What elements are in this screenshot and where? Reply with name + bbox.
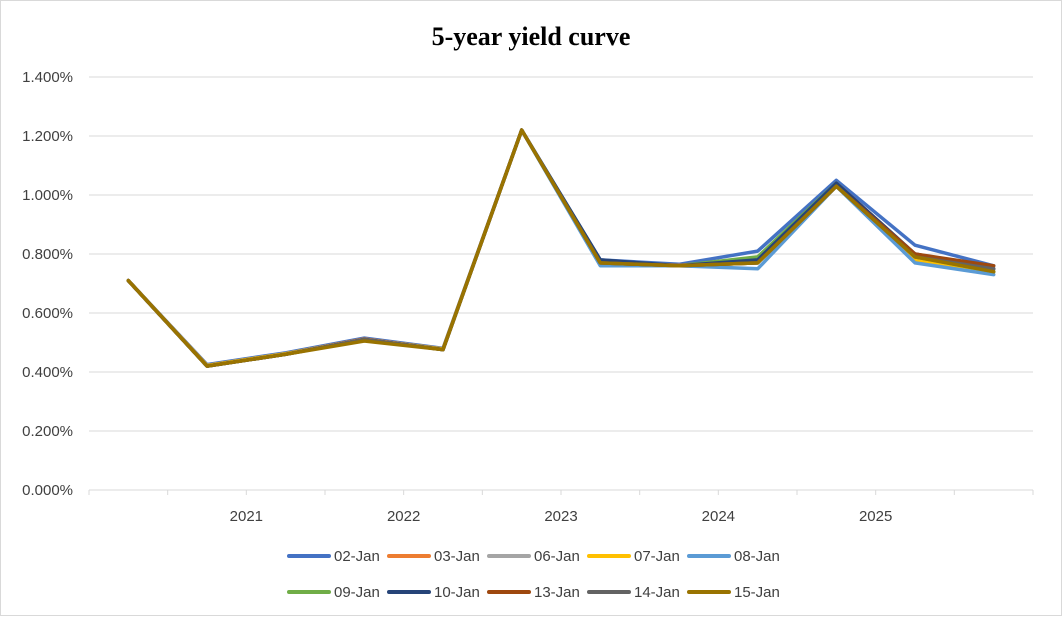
legend-item: 03-Jan [387, 548, 480, 565]
legend-label: 03-Jan [434, 548, 480, 565]
x-tick-label: 2024 [702, 508, 735, 525]
legend-item: 15-Jan [687, 584, 780, 601]
x-tick-label: 2022 [387, 508, 420, 525]
y-axis: 0.000% 0.200% 0.400% 0.600% 0.800% 1.000% 1.20… [22, 69, 73, 499]
series-line [126, 128, 996, 368]
x-axis: 2021 2022 2023 2024 2025 [88, 489, 1034, 525]
legend-item: 02-Jan [287, 548, 380, 565]
legend-label: 06-Jan [534, 548, 580, 565]
y-tick-label: 1.000% [22, 187, 73, 204]
legend: 02-Jan 03-Jan 06-Jan 07-Jan 08-Jan 09-Jan 10-J… [287, 548, 780, 601]
series-line [126, 128, 996, 368]
series-line [126, 128, 996, 367]
y-tick-label: 0.200% [22, 423, 73, 440]
x-tick-label: 2023 [544, 508, 577, 525]
series-line [126, 128, 996, 368]
legend-item: 14-Jan [587, 584, 680, 601]
legend-label: 02-Jan [334, 548, 380, 565]
series-line [126, 128, 996, 368]
chart-title: 5-year yield curve [432, 22, 631, 51]
legend-label: 10-Jan [434, 584, 480, 601]
legend-label: 14-Jan [634, 584, 680, 601]
y-tick-label: 0.000% [22, 482, 73, 499]
gridlines [89, 76, 1033, 432]
legend-item: 09-Jan [287, 584, 380, 601]
series-line [126, 128, 996, 368]
legend-item: 07-Jan [587, 548, 680, 565]
legend-item: 06-Jan [487, 548, 580, 565]
legend-label: 07-Jan [634, 548, 680, 565]
series-lines [126, 128, 996, 368]
series-line [126, 128, 996, 368]
x-tick-label: 2025 [859, 508, 892, 525]
legend-item: 08-Jan [687, 548, 780, 565]
x-tick-label: 2021 [230, 508, 263, 525]
legend-label: 15-Jan [734, 584, 780, 601]
legend-item: 13-Jan [487, 584, 580, 601]
legend-item: 10-Jan [387, 584, 480, 601]
series-line [126, 128, 996, 368]
legend-label: 09-Jan [334, 584, 380, 601]
y-tick-label: 1.400% [22, 69, 73, 86]
series-line [126, 128, 996, 368]
y-tick-label: 0.400% [22, 364, 73, 381]
series-line [126, 128, 996, 368]
y-tick-label: 0.800% [22, 246, 73, 263]
legend-label: 08-Jan [734, 548, 780, 565]
y-tick-label: 1.200% [22, 128, 73, 145]
y-tick-label: 0.600% [22, 305, 73, 322]
legend-label: 13-Jan [534, 584, 580, 601]
